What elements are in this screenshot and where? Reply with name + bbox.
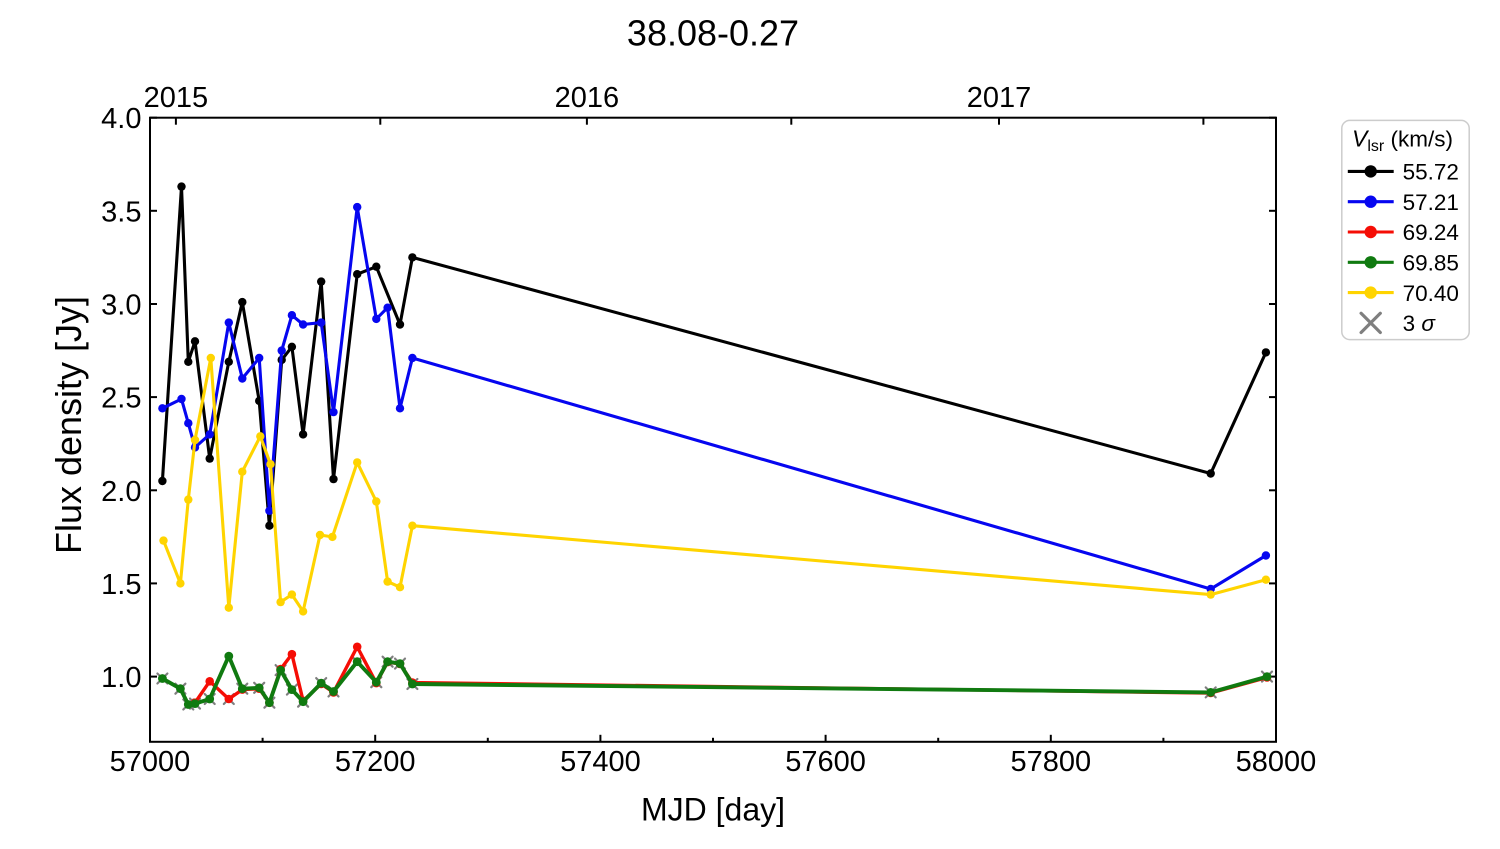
svg-text:4.0: 4.0 [101, 103, 141, 135]
svg-text:57400: 57400 [560, 746, 641, 778]
svg-text:2016: 2016 [555, 82, 620, 114]
svg-text:Vlsr (km/s): Vlsr (km/s) [1352, 126, 1453, 156]
svg-text:57000: 57000 [110, 746, 191, 778]
svg-text:57.21: 57.21 [1403, 190, 1459, 215]
svg-text:3.5: 3.5 [101, 196, 141, 228]
svg-text:3.0: 3.0 [101, 290, 141, 322]
svg-text:2.0: 2.0 [101, 476, 141, 508]
svg-text:57200: 57200 [335, 746, 416, 778]
svg-text:3 σ: 3 σ [1403, 311, 1437, 336]
svg-text:1.0: 1.0 [101, 662, 141, 694]
svg-text:2.5: 2.5 [101, 383, 141, 415]
svg-text:69.24: 69.24 [1403, 220, 1459, 245]
svg-text:55.72: 55.72 [1403, 160, 1459, 185]
svg-text:38.08-0.27: 38.08-0.27 [627, 13, 799, 54]
svg-text:Flux density [Jy]: Flux density [Jy] [48, 296, 89, 554]
svg-text:2015: 2015 [144, 82, 209, 114]
svg-text:57800: 57800 [1010, 746, 1091, 778]
svg-text:69.85: 69.85 [1403, 251, 1459, 276]
svg-text:58000: 58000 [1236, 746, 1317, 778]
svg-text:MJD [day]: MJD [day] [641, 792, 785, 828]
svg-text:70.40: 70.40 [1403, 281, 1459, 306]
svg-text:57600: 57600 [785, 746, 866, 778]
svg-text:2017: 2017 [967, 82, 1032, 114]
svg-text:1.5: 1.5 [101, 569, 141, 601]
